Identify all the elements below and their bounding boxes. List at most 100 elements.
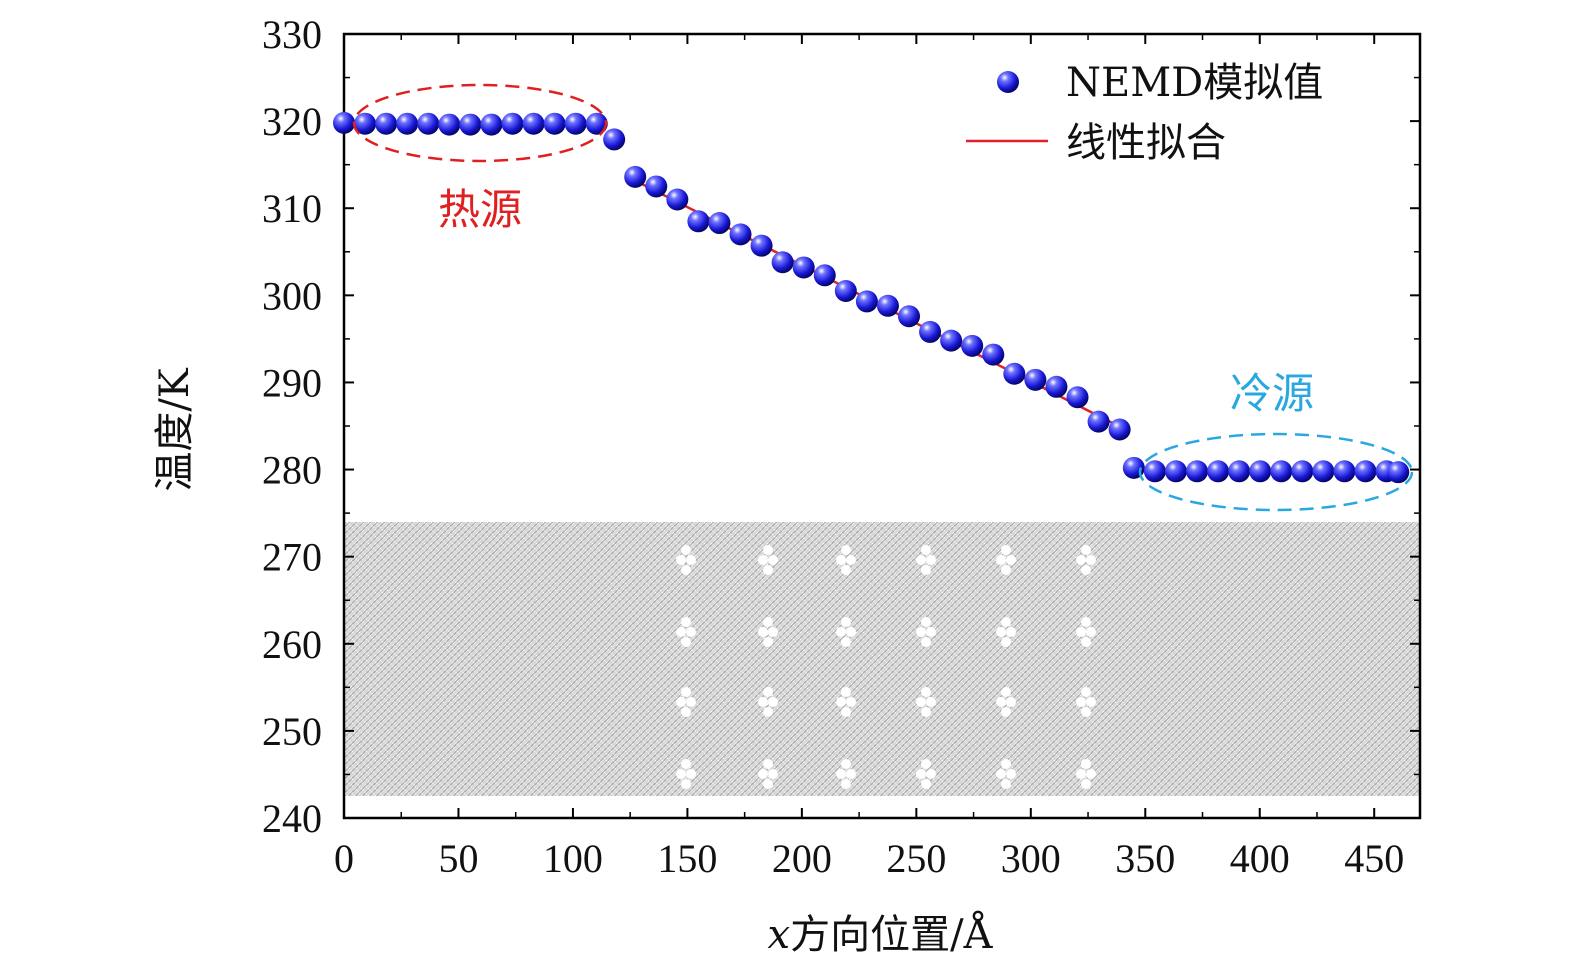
data-point [961,334,984,357]
hot-source-label: 热源 [438,185,522,234]
lattice-vacancy [676,769,686,779]
y-tick-label: 330 [262,12,322,57]
lattice-vacancy [1076,555,1086,565]
data-point [480,113,503,136]
data-point [666,188,689,211]
lattice-vacancy [1076,697,1086,707]
x-axis-variable: x [768,912,791,958]
x-tick-label: 450 [1344,836,1404,881]
lattice-vacancy [836,627,846,637]
lattice-vacancy [681,545,691,555]
lattice-vacancy [1001,687,1011,697]
y-tick-label: 300 [262,273,322,318]
x-tick-label: 100 [543,836,603,881]
lattice-vacancy [921,687,931,697]
lattice-vacancy [921,637,931,647]
lattice-vacancy [1006,627,1016,637]
lattice-vacancy [846,627,856,637]
lattice-vacancy [1086,769,1096,779]
lattice-vacancy [1006,769,1016,779]
data-point [438,113,461,136]
data-point [1066,386,1089,409]
lattice-vacancy [758,627,768,637]
lattice-vacancy [681,637,691,647]
x-axis-ticks: 0 50 100 150 200 250 300 350 400 450 [334,34,1404,881]
data-point [1045,375,1068,398]
lattice-vacancy [763,687,773,697]
data-point [771,251,794,274]
lattice-vacancy [916,627,926,637]
lattice-vacancy [681,759,691,769]
y-tick-label: 310 [262,186,322,231]
lattice-vacancy [836,555,846,565]
lattice-vacancy [921,545,931,555]
lattice-vacancy [841,617,851,627]
lattice-vacancy [1081,565,1091,575]
legend-label-fit: 线性拟合 [1066,120,1226,166]
lattice-vacancy [681,565,691,575]
lattice-vacancies [676,545,1096,789]
x-tick-label: 300 [1001,836,1061,881]
x-tick-label: 200 [772,836,832,881]
lattice-inset [345,522,1419,796]
lattice-vacancy [1001,707,1011,717]
lattice-vacancy [1081,779,1091,789]
lattice-vacancy [1001,617,1011,627]
data-point [1087,410,1110,433]
y-tick-label: 280 [262,448,322,493]
x-tick-label: 0 [334,836,354,881]
lattice-vacancy [996,555,1006,565]
data-point [1003,362,1026,385]
data-point [687,210,710,233]
lattice-vacancy [916,697,926,707]
lattice-vacancy [926,769,936,779]
lattice-vacancy [768,555,778,565]
lattice-vacancy [996,627,1006,637]
lattice-vacancy [763,565,773,575]
data-point [1207,460,1230,483]
data-point [1312,460,1335,483]
x-tick-label: 150 [657,836,717,881]
lattice-vacancy [846,769,856,779]
lattice-vacancy [763,617,773,627]
lattice-vacancy [921,565,931,575]
lattice-vacancy [926,697,936,707]
data-point [333,111,355,134]
lattice-vacancy [1081,759,1091,769]
data-point [1143,460,1166,483]
data-point [564,112,587,135]
legend-sphere-marker [997,71,1019,93]
y-tick-label: 250 [262,709,322,754]
lattice-vacancy [921,707,931,717]
y-tick-label: 270 [262,535,322,580]
y-tick-label: 260 [262,622,322,667]
lattice-vacancy [1001,637,1011,647]
y-tick-label: 320 [262,99,322,144]
data-point [982,343,1005,366]
data-point [855,290,878,313]
lattice-vacancy [768,627,778,637]
data-point [1354,460,1377,483]
lattice-vacancy [926,627,936,637]
lattice-vacancy [681,707,691,717]
lattice-vacancy [1076,627,1086,637]
lattice-vacancy [1006,555,1016,565]
legend-label-nemd: NEMD模拟值 [1066,60,1323,106]
data-point [417,112,440,135]
lattice-vacancy [768,697,778,707]
lattice-vacancy [676,627,686,637]
cold-source-ellipse [1138,432,1414,512]
data-point [750,234,773,257]
lattice-vacancy [763,545,773,555]
data-point [729,223,752,246]
lattice-vacancy [841,779,851,789]
lattice-vacancy [921,617,931,627]
lattice-vacancy [758,555,768,565]
data-point [396,112,419,135]
lattice-vacancy [841,565,851,575]
lattice-vacancy [1001,759,1011,769]
lattice-vacancy [841,637,851,647]
lattice-vacancy [1076,769,1086,779]
data-point [1228,460,1251,483]
lattice-vacancy [846,555,856,565]
